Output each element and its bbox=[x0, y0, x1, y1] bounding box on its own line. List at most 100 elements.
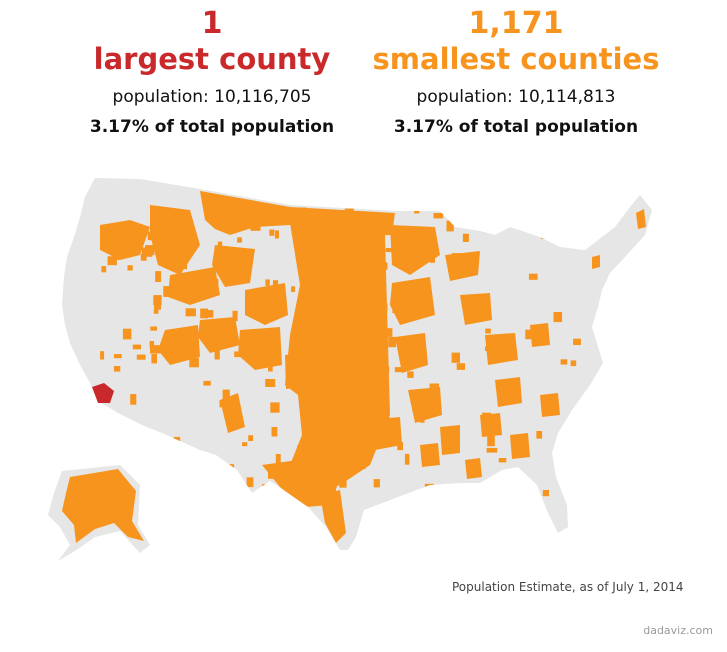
county-speck bbox=[492, 343, 503, 352]
county-speck bbox=[344, 304, 350, 314]
site-credit: dadaviz.com bbox=[643, 624, 713, 637]
smallest-population: population: 10,114,813 bbox=[416, 87, 616, 107]
county-speck bbox=[534, 494, 542, 503]
county-speck bbox=[344, 208, 354, 213]
county-speck bbox=[325, 487, 336, 493]
county-speck bbox=[180, 287, 187, 293]
county-speck bbox=[185, 308, 196, 317]
county-speck bbox=[107, 443, 113, 453]
smallest-county-specks bbox=[100, 205, 585, 511]
county-speck bbox=[404, 453, 410, 465]
county-speck bbox=[485, 328, 491, 334]
county-speck bbox=[168, 212, 175, 224]
county-speck bbox=[318, 396, 330, 402]
county-speck bbox=[503, 491, 511, 500]
county-speck bbox=[265, 279, 270, 286]
largest-label: largest county bbox=[93, 42, 331, 76]
smallest-label: smallest counties bbox=[372, 42, 660, 76]
county-speck bbox=[130, 451, 141, 457]
county-speck bbox=[265, 379, 276, 387]
county-speck bbox=[151, 353, 157, 364]
county-speck bbox=[316, 336, 322, 346]
county-speck bbox=[553, 312, 563, 323]
county-speck bbox=[101, 266, 107, 273]
county-speck bbox=[305, 490, 315, 495]
county-speck bbox=[162, 237, 172, 247]
county-speck bbox=[407, 371, 414, 378]
county-speck bbox=[180, 265, 188, 270]
county-speck bbox=[224, 464, 235, 473]
county-speck bbox=[107, 256, 117, 266]
county-speck bbox=[222, 389, 230, 400]
county-speck bbox=[375, 382, 384, 387]
county-speck bbox=[560, 359, 568, 365]
county-speck bbox=[268, 469, 274, 479]
county-speck bbox=[237, 237, 242, 243]
county-speck bbox=[150, 345, 161, 354]
county-speck bbox=[149, 341, 155, 348]
county-speck bbox=[361, 351, 366, 361]
county-speck bbox=[522, 495, 531, 501]
county-speck bbox=[226, 469, 235, 475]
county-speck bbox=[143, 427, 150, 433]
county-speck bbox=[392, 305, 401, 314]
county-speck bbox=[136, 237, 141, 249]
county-speck bbox=[330, 420, 335, 430]
county-speck bbox=[414, 207, 420, 214]
county-speck bbox=[147, 231, 155, 241]
county-speck bbox=[320, 274, 328, 285]
us-county-map bbox=[48, 178, 652, 561]
county-speck bbox=[525, 329, 535, 340]
county-speck bbox=[236, 205, 246, 212]
county-speck bbox=[451, 253, 462, 262]
county-speck bbox=[299, 207, 307, 217]
alaska bbox=[48, 465, 150, 561]
county-speck bbox=[140, 253, 147, 261]
county-speck bbox=[419, 416, 425, 423]
county-speck bbox=[212, 278, 219, 288]
county-speck bbox=[383, 434, 393, 446]
county-speck bbox=[487, 435, 495, 447]
county-speck bbox=[199, 498, 209, 510]
county-speck bbox=[131, 242, 141, 248]
county-speck bbox=[298, 320, 304, 330]
county-speck bbox=[542, 490, 549, 497]
county-speck bbox=[189, 358, 199, 368]
county-speck bbox=[342, 444, 351, 450]
county-speck bbox=[453, 498, 462, 504]
county-speck bbox=[139, 452, 147, 458]
county-speck bbox=[456, 363, 465, 370]
county-speck bbox=[325, 242, 336, 249]
data-source-caption: Population Estimate, as of July 1, 2014 bbox=[452, 580, 684, 594]
county-speck bbox=[186, 458, 191, 465]
county-speck bbox=[271, 427, 278, 437]
county-speck bbox=[306, 475, 315, 485]
county-speck bbox=[219, 249, 229, 258]
county-speck bbox=[399, 230, 405, 239]
county-speck bbox=[248, 435, 254, 441]
county-speck bbox=[268, 292, 274, 299]
county-speck bbox=[135, 435, 141, 447]
county-speck bbox=[373, 479, 380, 488]
county-speck bbox=[429, 383, 440, 395]
county-speck bbox=[368, 414, 377, 423]
county-speck bbox=[331, 297, 340, 306]
county-speck bbox=[270, 402, 280, 413]
county-speck bbox=[388, 213, 394, 220]
county-speck bbox=[337, 213, 347, 223]
smallest-count: 1,171 bbox=[468, 6, 564, 41]
county-speck bbox=[219, 400, 231, 408]
county-speck bbox=[579, 209, 585, 218]
county-speck bbox=[342, 432, 352, 444]
county-speck bbox=[132, 344, 141, 350]
county-speck bbox=[250, 223, 261, 231]
county-speck bbox=[306, 225, 317, 236]
county-speck bbox=[451, 352, 460, 363]
county-speck bbox=[394, 367, 402, 373]
county-speck bbox=[100, 351, 105, 360]
county-speck bbox=[173, 436, 181, 442]
county-speck bbox=[291, 286, 296, 292]
county-speck bbox=[366, 400, 376, 411]
county-speck bbox=[383, 303, 388, 312]
county-speck bbox=[142, 502, 153, 511]
